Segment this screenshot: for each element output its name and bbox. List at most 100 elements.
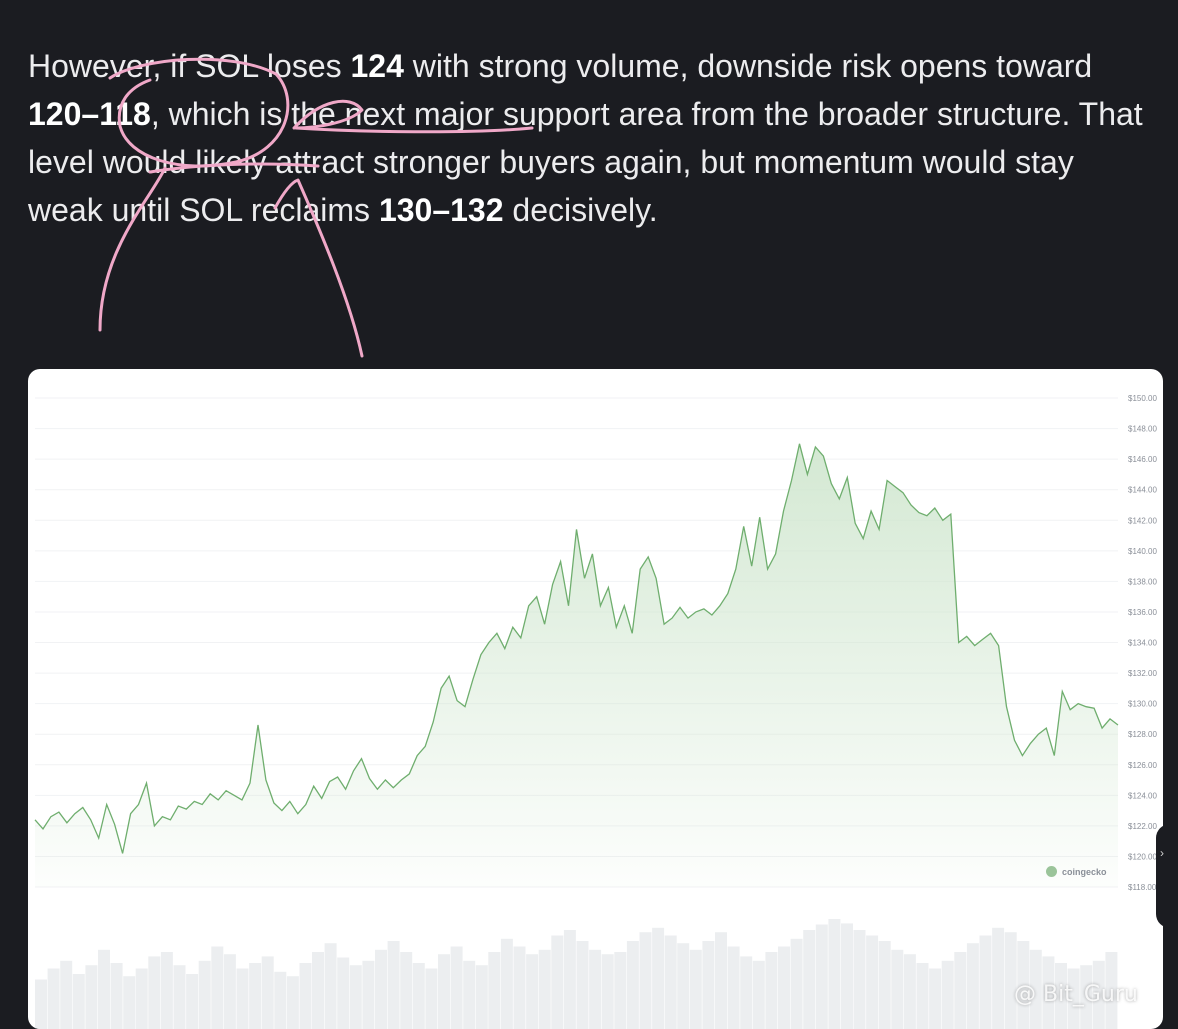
volume-bar [577,941,589,1029]
bold-level-124: 124 [351,48,404,84]
y-tick-label: $142.00 [1128,516,1157,525]
y-tick-label: $122.00 [1128,822,1157,831]
volume-bar [262,956,274,1029]
volume-bar [211,947,223,1029]
volume-bar [614,952,626,1029]
volume-bar [438,954,450,1029]
y-tick-label: $130.00 [1128,700,1157,709]
text-segment: However, if SOL loses [28,48,351,84]
volume-bar [942,961,954,1029]
bold-level-120-118: 120–118 [28,96,151,132]
volume-bar [199,961,211,1029]
article-paragraph: However, if SOL loses 124 with strong vo… [28,42,1148,234]
volume-bar [350,965,362,1029]
y-tick-label: $134.00 [1128,639,1157,648]
volume-bar [224,954,236,1029]
chevron-right-icon: › [1160,846,1164,860]
volume-bar [123,976,135,1029]
volume-bar [564,930,576,1029]
volume-bar [337,958,349,1029]
volume-bar [375,950,387,1029]
volume-bar [388,941,400,1029]
volume-bar [514,947,526,1029]
volume-bar [728,947,740,1029]
volume-bar [111,963,123,1029]
volume-bar [891,950,903,1029]
volume-bar [413,963,425,1029]
y-tick-label: $138.00 [1128,577,1157,586]
price-chart: $150.00 $148.00 $146.00 $144.00 $142.00 $140.… [28,369,1163,1029]
volume-bar [300,963,312,1029]
volume-bar [602,954,614,1029]
y-tick-label: $120.00 [1128,852,1157,861]
volume-bar [854,930,866,1029]
volume-bar [778,947,790,1029]
y-tick-label: $146.00 [1128,455,1157,464]
y-tick-label: $128.00 [1128,730,1157,739]
volume-bar [539,950,551,1029]
volume-bar [161,952,173,1029]
volume-bar [690,950,702,1029]
volume-bar [627,941,639,1029]
volume-bar [740,956,752,1029]
volume-bar [589,950,601,1029]
volume-bar [98,950,110,1029]
volume-bar [652,928,664,1029]
y-tick-label: $144.00 [1128,486,1157,495]
volume-bar [879,941,891,1029]
volume-bar [60,961,72,1029]
volume-bar [325,943,337,1029]
volume-bar [476,965,488,1029]
brand-name: coingecko [1062,867,1107,877]
volume-bar [640,932,652,1029]
volume-bar [954,952,966,1029]
price-chart-card: $150.00 $148.00 $146.00 $144.00 $142.00 $140.… [28,369,1163,1029]
y-tick-label: $136.00 [1128,608,1157,617]
y-tick-label: $150.00 [1128,394,1157,403]
volume-bar [186,974,198,1029]
volume-bar [400,952,412,1029]
y-tick-label: $126.00 [1128,761,1157,770]
y-tick-label: $118.00 [1128,883,1157,892]
volume-bar [362,961,374,1029]
volume-bar [841,923,853,1029]
volume-bar [174,965,186,1029]
volume-bar [287,976,299,1029]
volume-bar [85,965,97,1029]
volume-bar [753,961,765,1029]
volume-bar [463,961,475,1029]
coingecko-icon [1046,866,1057,877]
volume-bar [501,939,513,1029]
text-segment: decisively. [504,192,658,228]
volume-bar [551,936,563,1029]
y-tick-label: $148.00 [1128,425,1157,434]
volume-bar [488,952,500,1029]
volume-bar [274,972,286,1029]
volume-bar [866,936,878,1029]
watermark: @ Bit_Guru [1014,982,1138,1007]
volume-bar [73,974,85,1029]
volume-bar [828,919,840,1029]
y-tick-label: $132.00 [1128,669,1157,678]
volume-bar [803,930,815,1029]
volume-bar [249,963,261,1029]
volume-bar [451,947,463,1029]
side-panel-handle[interactable]: › [1156,824,1178,928]
bold-level-130-132: 130–132 [379,192,504,228]
volume-bar [917,963,929,1029]
volume-bar [791,939,803,1029]
volume-bar [967,943,979,1029]
coingecko-logo: coingecko [1046,866,1107,877]
volume-bar [816,925,828,1029]
price-area-fill [35,444,1118,887]
volume-bar [148,956,160,1029]
text-segment: with strong volume, downside risk opens … [404,48,1092,84]
y-tick-label: $124.00 [1128,791,1157,800]
volume-bar [715,932,727,1029]
volume-bar [702,941,714,1029]
volume-bar [992,928,1004,1029]
volume-bar [526,954,538,1029]
y-tick-label: $140.00 [1128,547,1157,556]
volume-bar [980,936,992,1029]
volume-bar [665,936,677,1029]
